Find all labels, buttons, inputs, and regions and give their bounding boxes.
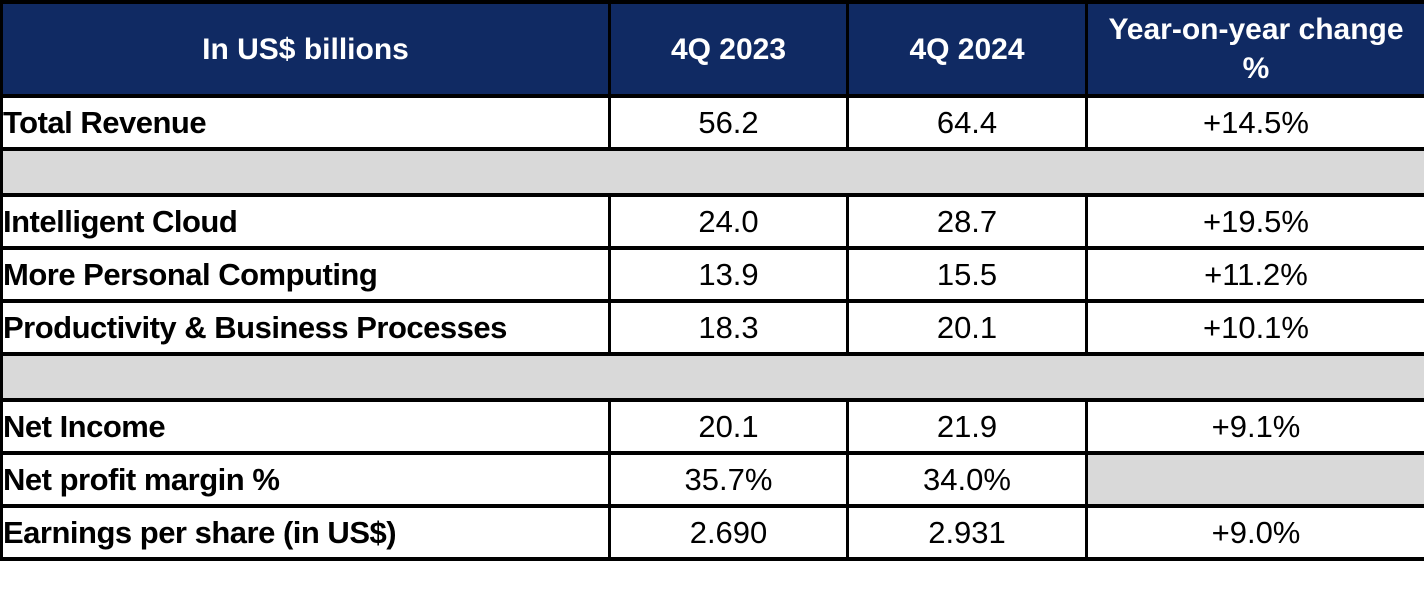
table-row-productivity-business-processes: Productivity & Business Processes 18.3 2… [0,299,1424,356]
table-header-row: In US$ billions 4Q 2023 4Q 2024 Year-on-… [0,0,1424,98]
table-row-net-income: Net Income 20.1 21.9 +9.1% [0,398,1424,455]
value-4q-2024: 15.5 [846,246,1088,303]
row-label: Earnings per share (in US$) [0,504,611,561]
value-yoy-change: +9.1% [1085,398,1424,455]
header-unit-label: In US$ billions [0,0,611,98]
value-yoy-change: +10.1% [1085,299,1424,356]
table-row-more-personal-computing: More Personal Computing 13.9 15.5 +11.2% [0,246,1424,303]
value-4q-2023: 20.1 [608,398,849,455]
row-label: More Personal Computing [0,246,611,303]
spacer-band [0,147,1424,197]
spacer-row [0,147,1424,197]
header-col-4q-2023: 4Q 2023 [608,0,849,98]
table-row-total-revenue: Total Revenue 56.2 64.4 +14.5% [0,94,1424,151]
value-yoy-change-blank [1085,451,1424,508]
value-4q-2024: 2.931 [846,504,1088,561]
value-4q-2023: 35.7% [608,451,849,508]
value-yoy-change: +19.5% [1085,193,1424,250]
row-label: Net profit margin % [0,451,611,508]
row-label: Net Income [0,398,611,455]
row-label: Intelligent Cloud [0,193,611,250]
spacer-band [0,352,1424,402]
value-4q-2023: 13.9 [608,246,849,303]
header-col-yoy-change: Year-on-year change % [1085,0,1424,98]
header-col-4q-2024: 4Q 2024 [846,0,1088,98]
value-4q-2024: 20.1 [846,299,1088,356]
value-yoy-change: +9.0% [1085,504,1424,561]
value-4q-2023: 24.0 [608,193,849,250]
table-row-net-profit-margin: Net profit margin % 35.7% 34.0% [0,451,1424,508]
value-4q-2024: 21.9 [846,398,1088,455]
row-label: Productivity & Business Processes [0,299,611,356]
table-row-earnings-per-share: Earnings per share (in US$) 2.690 2.931 … [0,504,1424,561]
value-4q-2024: 34.0% [846,451,1088,508]
value-4q-2023: 18.3 [608,299,849,356]
value-4q-2024: 28.7 [846,193,1088,250]
value-yoy-change: +11.2% [1085,246,1424,303]
value-4q-2024: 64.4 [846,94,1088,151]
row-label: Total Revenue [0,94,611,151]
value-4q-2023: 2.690 [608,504,849,561]
value-yoy-change: +14.5% [1085,94,1424,151]
financial-results-table: In US$ billions 4Q 2023 4Q 2024 Year-on-… [0,0,1424,561]
value-4q-2023: 56.2 [608,94,849,151]
table-row-intelligent-cloud: Intelligent Cloud 24.0 28.7 +19.5% [0,193,1424,250]
spacer-row [0,352,1424,402]
